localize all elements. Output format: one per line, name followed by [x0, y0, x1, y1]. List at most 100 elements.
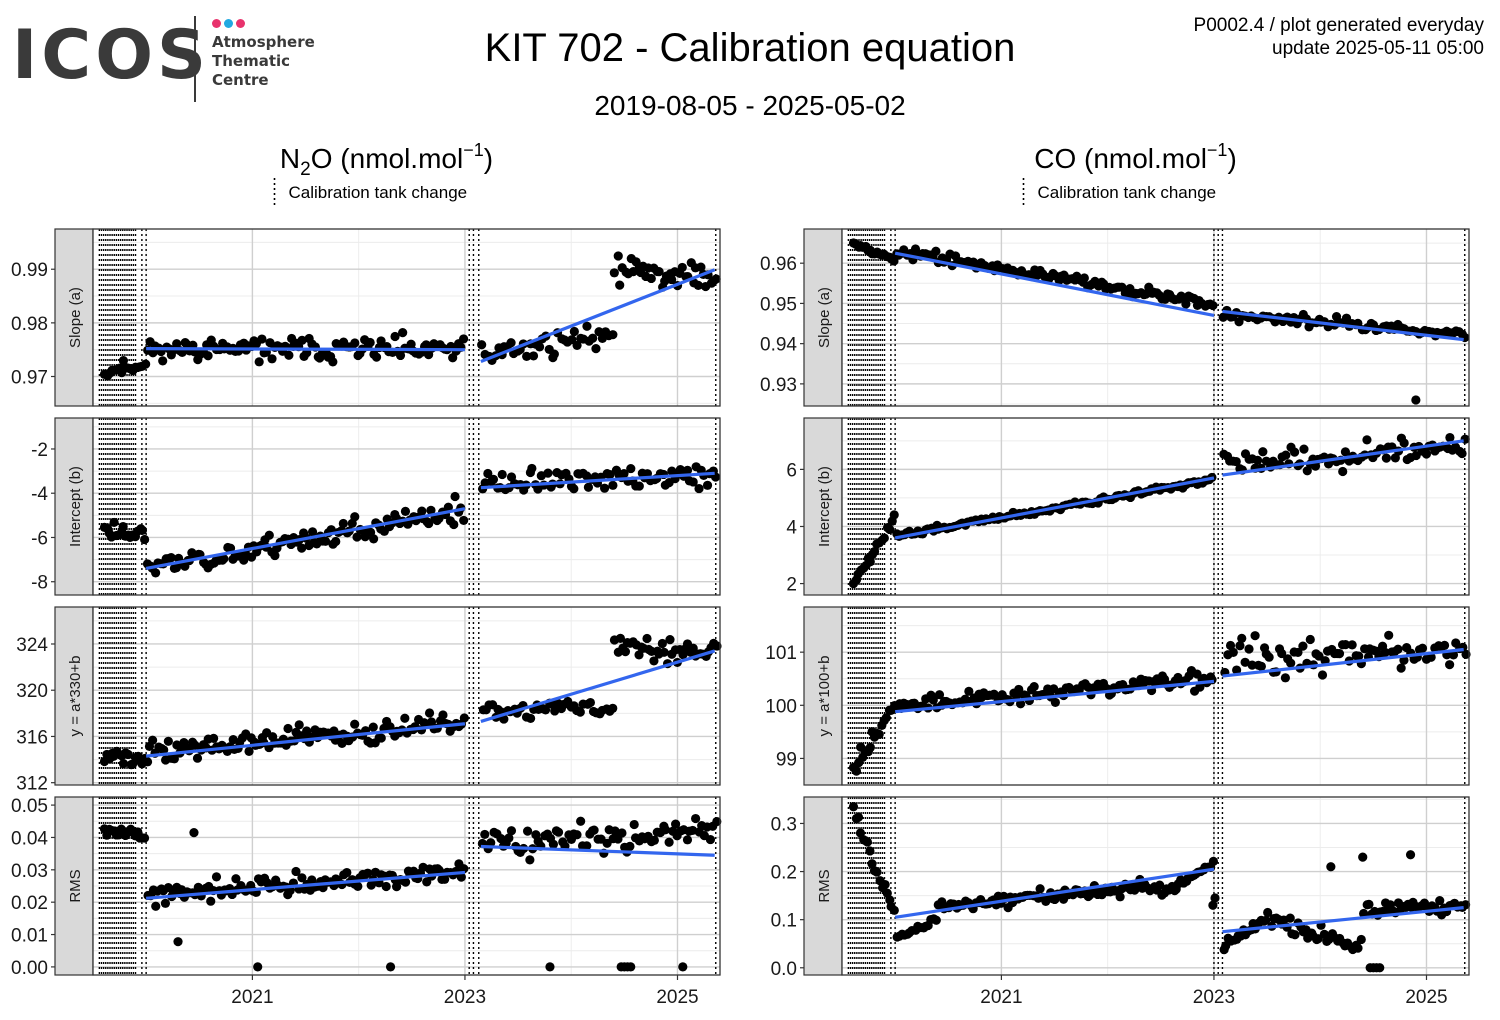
fit-line — [1222, 309, 1464, 342]
y-tick-label: -2 — [31, 440, 48, 461]
data-point — [1384, 630, 1394, 640]
data-point — [872, 867, 882, 877]
data-point — [158, 356, 168, 366]
y-tick-label: 324 — [16, 635, 48, 656]
data-point — [307, 527, 318, 537]
data-point — [1393, 644, 1403, 654]
fit-line — [480, 471, 715, 490]
data-point — [1256, 661, 1266, 671]
panel-intercept-b-: Intercept (b) 2 4 6 — [786, 417, 1470, 596]
data-point — [390, 331, 400, 342]
y-tick-label: 0.01 — [11, 926, 48, 947]
data-point — [398, 328, 408, 338]
data-point — [1411, 395, 1421, 405]
data-point — [865, 557, 875, 567]
data-point — [1293, 647, 1303, 658]
data-point — [1340, 447, 1351, 457]
data-point — [488, 474, 499, 484]
data-point — [350, 719, 360, 729]
data-point — [853, 812, 864, 822]
y-tick-label: 0.94 — [760, 335, 797, 356]
facet-strip-label: RMS — [816, 869, 833, 902]
data-point — [1289, 447, 1300, 457]
data-point — [1181, 299, 1191, 309]
data-point — [1317, 670, 1328, 680]
facet-strip — [54, 606, 94, 786]
data-point — [619, 469, 629, 479]
data-point — [626, 463, 636, 474]
y-tick-label: 0.1 — [771, 911, 797, 932]
data-point — [1014, 684, 1024, 695]
data-point — [400, 713, 410, 723]
data-point — [148, 735, 158, 745]
plot-area — [93, 607, 720, 785]
data-point — [862, 837, 873, 847]
data-point — [667, 274, 677, 285]
x-tick-label: 2025 — [656, 987, 698, 1008]
x-tick-label: 2021 — [980, 987, 1022, 1008]
data-point — [352, 532, 362, 542]
data-point — [545, 962, 555, 972]
y-tick-label: 0.98 — [11, 314, 48, 335]
data-point — [350, 512, 360, 522]
data-point — [139, 833, 150, 843]
data-point — [190, 740, 200, 750]
data-point — [371, 352, 382, 362]
data-point — [1340, 640, 1351, 650]
data-point — [294, 720, 304, 730]
data-point — [160, 898, 171, 908]
panel-slope-a-: Slope (a) 0.93 0.94 0.95 0.96 — [760, 228, 1470, 407]
data-point — [363, 868, 373, 878]
fit-line — [894, 251, 1215, 318]
data-point — [934, 690, 945, 700]
data-point — [424, 708, 435, 718]
panel-intercept-b-: Intercept (b) -8 -6 -4 -2 — [31, 417, 721, 596]
data-point — [646, 273, 656, 284]
data-point — [118, 758, 129, 769]
data-point — [613, 251, 623, 261]
data-point — [572, 340, 582, 351]
data-point — [1261, 915, 1271, 926]
data-point — [497, 469, 507, 480]
data-point — [694, 483, 704, 494]
facet-strip — [803, 417, 843, 596]
y-tick-label: 320 — [16, 681, 48, 702]
facet-strip-label: Slope (a) — [816, 287, 833, 348]
data-point — [284, 350, 294, 360]
data-point — [1258, 447, 1268, 457]
data-point — [443, 502, 453, 512]
data-point — [123, 749, 133, 759]
data-point — [1380, 647, 1390, 658]
data-point — [526, 713, 536, 724]
data-point — [705, 834, 716, 845]
y-tick-label: 0.03 — [11, 861, 48, 882]
data-point — [1035, 884, 1045, 894]
data-point — [1264, 652, 1274, 662]
plot-area — [93, 229, 720, 406]
data-point — [615, 280, 625, 290]
data-point — [591, 344, 601, 354]
data-point — [417, 506, 427, 516]
data-point — [634, 481, 644, 491]
fit-line — [1222, 906, 1464, 934]
facet-strip-label: Slope (a) — [67, 287, 84, 348]
data-point — [231, 874, 241, 884]
fit-line — [1222, 647, 1464, 678]
x-tick-label: 2023 — [444, 987, 486, 1008]
data-point — [391, 882, 402, 892]
data-point — [693, 280, 703, 291]
data-point — [506, 338, 516, 348]
data-point — [865, 846, 875, 856]
plot-meta: P0002.4 / plot generated everyday update… — [1194, 14, 1484, 60]
data-point — [458, 334, 469, 344]
data-point — [320, 536, 331, 546]
panel-border — [841, 796, 1470, 976]
data-point — [617, 828, 627, 838]
data-point — [1338, 466, 1348, 477]
data-point — [634, 650, 644, 660]
data-point — [1305, 634, 1315, 645]
data-point — [1353, 943, 1363, 953]
data-point — [1277, 648, 1287, 659]
data-point — [302, 726, 312, 736]
data-point — [353, 881, 363, 892]
